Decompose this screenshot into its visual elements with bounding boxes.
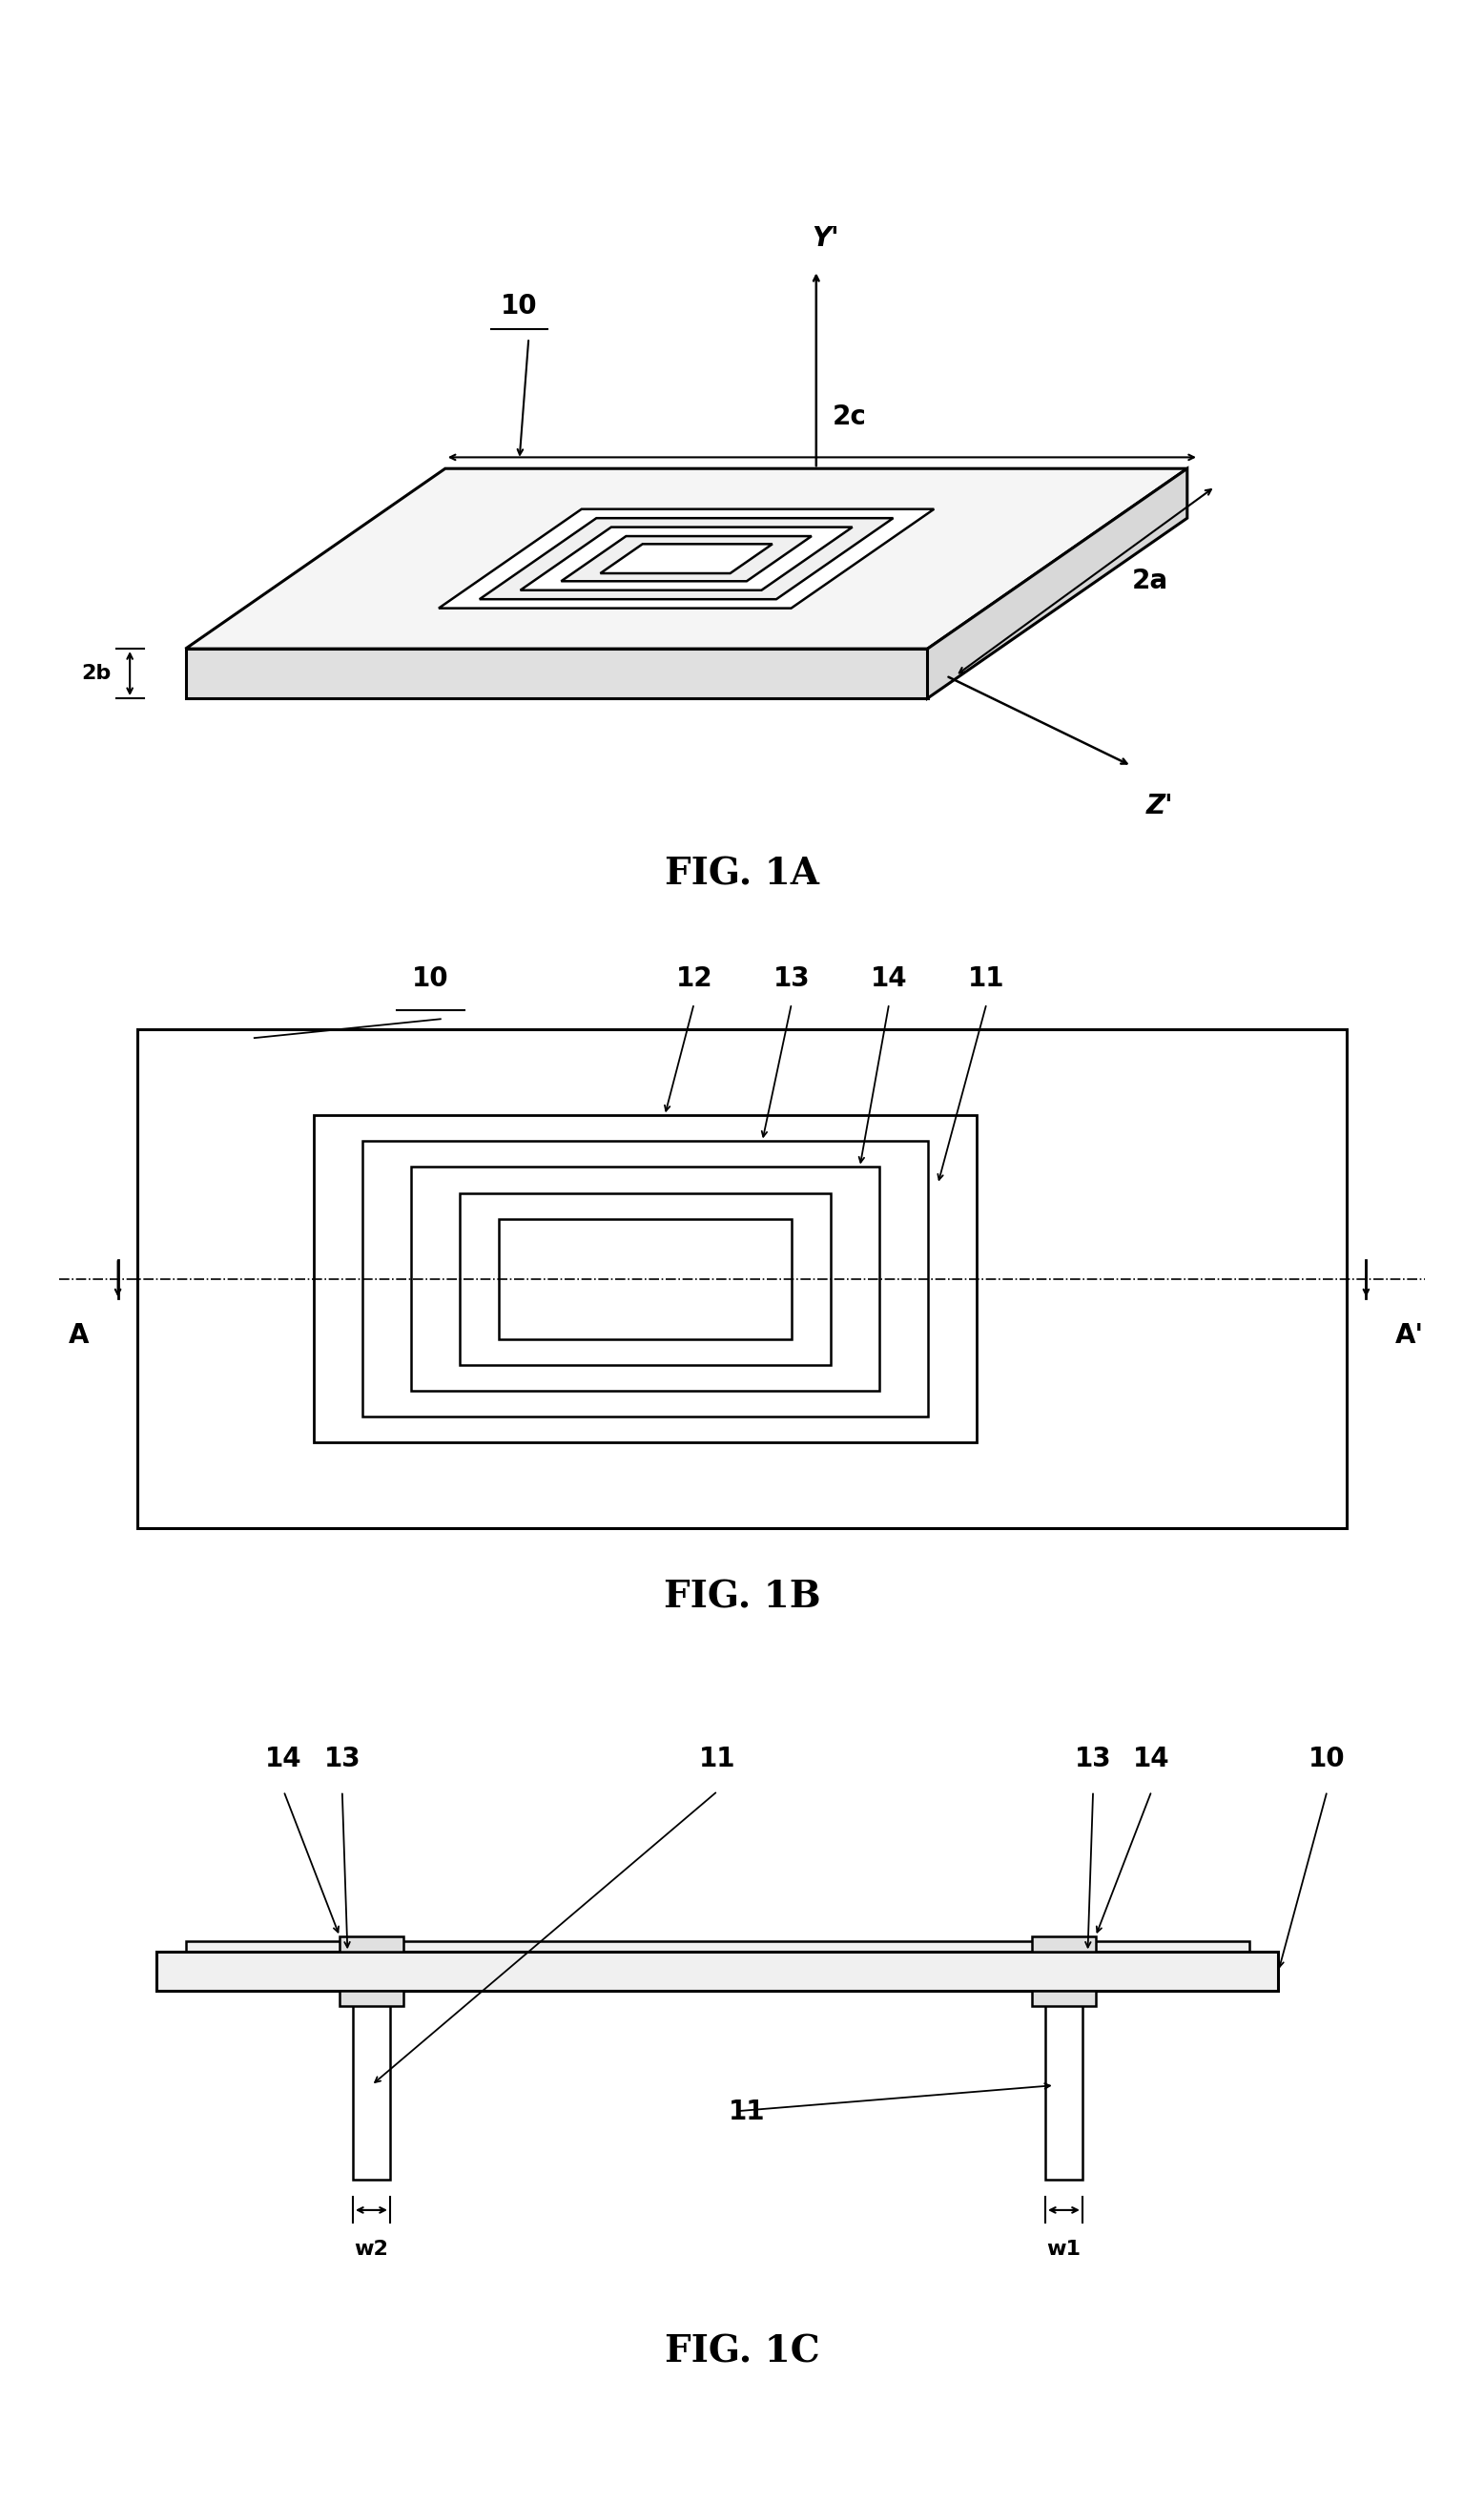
Text: 14: 14 (1134, 1747, 1169, 1772)
Bar (411, 1166, 880, 1392)
Text: Y': Y' (812, 225, 838, 253)
Text: 13: 13 (324, 1747, 361, 1772)
Bar (313, 1116, 976, 1442)
Text: FIG. 1C: FIG. 1C (665, 2333, 819, 2370)
Text: 2a: 2a (1131, 568, 1168, 596)
Polygon shape (186, 468, 1187, 648)
Bar (460, 1194, 831, 1364)
Polygon shape (186, 648, 928, 698)
Bar (499, 1219, 791, 1339)
Polygon shape (601, 543, 772, 573)
Polygon shape (521, 528, 852, 591)
Text: 12: 12 (675, 966, 712, 991)
Bar (353, 1990, 390, 2180)
Text: w2: w2 (355, 2240, 389, 2260)
Bar (1033, 1937, 1095, 1952)
Text: 10: 10 (413, 966, 450, 991)
Bar (186, 1942, 1250, 1952)
Polygon shape (479, 518, 893, 598)
Text: Z': Z' (1146, 793, 1172, 818)
Bar (340, 1937, 404, 1952)
Polygon shape (928, 468, 1187, 698)
Text: FIG. 1A: FIG. 1A (665, 856, 819, 891)
Text: 13: 13 (773, 966, 810, 991)
Text: 11: 11 (968, 966, 1005, 991)
Polygon shape (439, 508, 933, 608)
Text: 14: 14 (266, 1747, 303, 1772)
Text: w1: w1 (1046, 2240, 1080, 2260)
Text: 10: 10 (502, 293, 537, 320)
Text: 2c: 2c (833, 403, 867, 431)
Polygon shape (561, 536, 812, 581)
Text: 13: 13 (1074, 1747, 1112, 1772)
Text: 11: 11 (699, 1747, 736, 1772)
Text: 10: 10 (1309, 1747, 1346, 1772)
Text: 14: 14 (871, 966, 908, 991)
Bar (1033, 1990, 1095, 2007)
Bar (362, 1141, 928, 1417)
Bar (1045, 1990, 1082, 2180)
Bar (157, 1952, 1278, 1990)
Bar (340, 1990, 404, 2007)
Text: A': A' (1395, 1322, 1425, 1349)
Text: FIG. 1B: FIG. 1B (663, 1579, 821, 1614)
Text: 2b: 2b (82, 663, 111, 683)
Bar (138, 1029, 1346, 1529)
Text: A: A (68, 1322, 89, 1349)
Text: 11: 11 (729, 2098, 766, 2125)
